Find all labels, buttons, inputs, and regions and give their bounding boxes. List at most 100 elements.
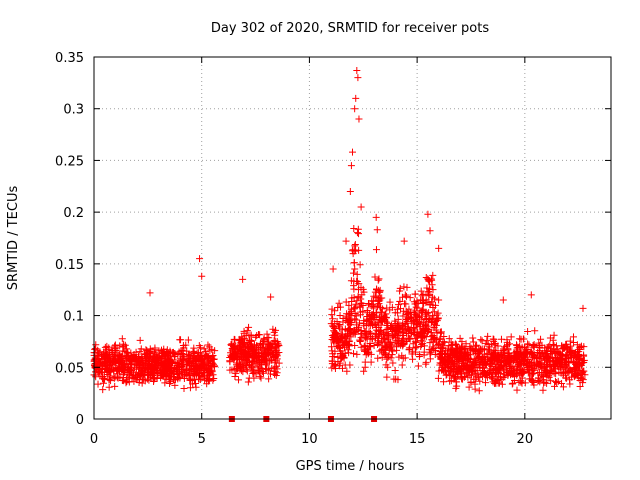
data-point [272,372,280,380]
data-point [452,384,460,392]
data-point [499,347,507,355]
data-point [265,334,273,342]
data-point [494,351,502,359]
data-point [350,350,358,358]
data-point [230,335,238,343]
data-point [93,352,101,360]
data-point [471,367,479,375]
data-point [161,379,169,387]
data-point [437,350,445,358]
data-point [170,367,178,375]
axis-ticks [93,56,611,420]
data-point [234,362,242,370]
data-point [385,352,393,360]
data-point [166,380,174,387]
data-point [352,316,360,324]
data-point [331,307,339,315]
data-point [419,337,427,345]
data-point [401,319,409,327]
data-point [569,338,577,346]
data-point [130,377,138,385]
data-point [505,365,513,373]
data-point [468,371,476,379]
data-point [357,343,365,351]
data-point [445,360,453,368]
data-point [429,271,437,279]
data-point [123,345,131,353]
data-point [413,304,421,312]
data-point [256,372,264,380]
data-point [518,343,526,351]
data-point [424,328,431,336]
data-point [151,346,159,354]
data-point [450,350,458,358]
data-point [125,378,133,386]
data-point [345,301,353,309]
data-point [115,352,123,360]
data-point [187,364,195,372]
data-point [562,374,570,382]
data-point [414,328,422,336]
data-point [434,374,442,382]
data-point [250,347,258,355]
data-point [174,366,182,374]
data-point [456,354,464,362]
data-point [417,341,425,349]
data-point [357,295,365,303]
data-point [167,359,175,367]
data-point [189,380,197,388]
data-point [238,360,246,368]
data-point [103,355,111,363]
data-point [185,357,193,365]
data-point [272,362,280,370]
data-point [337,330,345,338]
data-point [242,348,250,356]
data-point [247,364,255,372]
data-point [399,354,407,362]
data-point [469,338,477,346]
data-point [481,379,489,387]
data-point [175,348,183,356]
data-point [245,331,253,339]
data-point [549,347,557,355]
data-point [339,315,347,323]
data-point [232,369,240,377]
data-point [259,356,267,364]
data-point [510,355,518,363]
data-point [424,210,432,218]
data-point [484,332,492,340]
data-point [383,331,391,339]
data-point [467,379,475,387]
data-point [226,366,234,374]
data-point [513,371,521,379]
data-point [383,373,391,381]
data-point [465,383,473,391]
data-point [456,370,464,378]
data-point [256,364,264,372]
data-point [342,237,350,245]
data-point [244,378,252,386]
data-point [147,364,155,372]
data-point [376,331,384,339]
data-point [535,376,543,384]
data-point [249,367,257,375]
data-point [186,376,194,384]
data-point [355,115,363,123]
data-point [507,333,515,341]
data-point [385,331,393,339]
data-point [328,347,336,355]
data-point [371,273,379,281]
y-tick-label: 0.25 [55,154,84,169]
data-point [352,300,360,308]
data-point [451,373,459,381]
data-point [578,375,586,383]
data-point [446,356,454,364]
data-point [186,384,194,392]
data-point [424,318,432,326]
data-point [486,365,494,373]
data-point [424,276,432,284]
data-point [545,370,553,378]
data-point [409,317,417,325]
data-point [146,370,154,378]
data-point [263,365,271,373]
